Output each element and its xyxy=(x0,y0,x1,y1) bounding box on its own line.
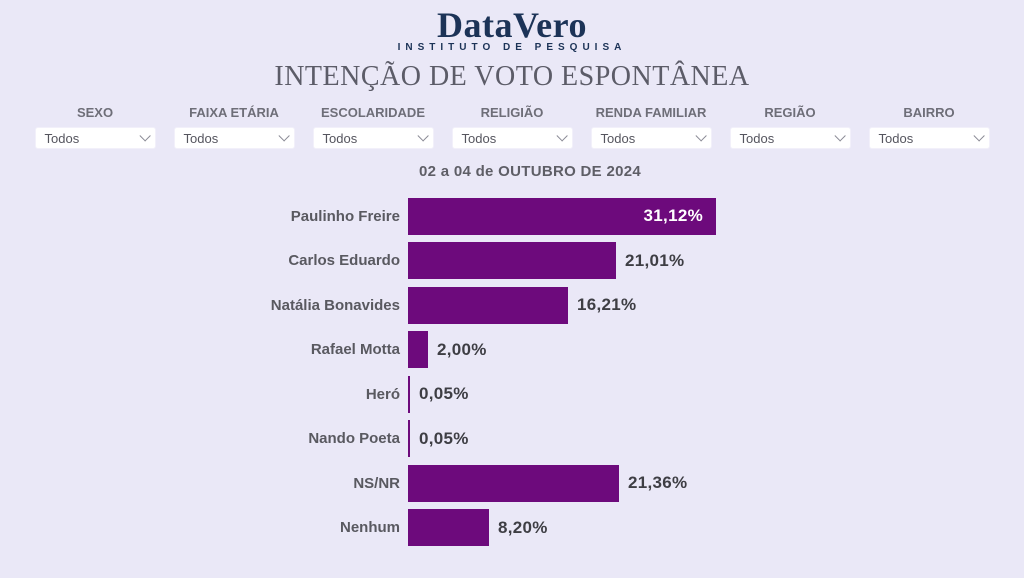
filter-column-religião: RELIGIÃO Todos xyxy=(451,105,573,149)
logo-datavero: DataVero xyxy=(437,5,587,45)
chart-row: Natália Bonavides 16,21% xyxy=(238,283,978,328)
candidate-bar[interactable] xyxy=(408,242,616,280)
page-title: INTENÇÃO DE VOTO ESPONTÂNEA xyxy=(274,61,750,92)
chart-row: Carlos Eduardo 21,01% xyxy=(238,239,978,284)
candidate-label: Natália Bonavides xyxy=(270,296,400,314)
bar-track: 2,00% xyxy=(408,331,978,369)
candidate-label: Carlos Eduardo xyxy=(288,252,400,270)
filter-label: BAIRRO xyxy=(903,105,955,120)
chevron-down-icon xyxy=(972,130,985,142)
candidate-label: Heró xyxy=(365,385,400,403)
candidate-bar[interactable] xyxy=(408,420,410,458)
chart-row: Nenhum 8,20% xyxy=(238,506,978,551)
bar-track: 16,21% xyxy=(408,286,978,324)
bar-value-label: 2,00% xyxy=(437,339,487,359)
candidate-label: Rafael Motta xyxy=(310,341,400,359)
candidate-label: Nenhum xyxy=(340,519,400,537)
filter-dropdown[interactable]: Todos xyxy=(312,127,434,149)
candidate-bar[interactable] xyxy=(408,331,428,369)
chart-row: Rafael Motta 2,00% xyxy=(238,328,978,373)
filters-bar: SEXO Todos FAIXA ETÁRIA Todos ESCOLARIDA… xyxy=(0,105,1024,149)
chevron-down-icon xyxy=(833,130,846,142)
bar-track: 21,36% xyxy=(408,464,978,502)
filter-column-região: REGIÃO Todos xyxy=(729,105,851,149)
filter-column-bairro: BAIRRO Todos xyxy=(868,105,990,149)
bar-value-label: 8,20% xyxy=(498,517,548,537)
bar-track: 31,12% xyxy=(408,197,978,235)
filter-column-sexo: SEXO Todos xyxy=(34,105,156,149)
candidate-bar[interactable] xyxy=(408,464,619,502)
bar-value-label: 0,05% xyxy=(419,428,469,448)
candidate-label: Nando Poeta xyxy=(308,430,400,448)
survey-period: 02 a 04 de OUTUBRO DE 2024 xyxy=(418,163,642,180)
filter-label: ESCOLARIDADE xyxy=(320,105,425,120)
filter-column-faixa-etária: FAIXA ETÁRIA Todos xyxy=(173,105,295,149)
filter-dropdown[interactable]: Todos xyxy=(451,127,573,149)
chart-row: NS/NR 21,36% xyxy=(238,461,978,506)
candidate-bar[interactable] xyxy=(408,286,568,324)
filter-selected-value: Todos xyxy=(739,130,775,146)
chart-row: Nando Poeta 0,05% xyxy=(238,417,978,462)
chevron-down-icon xyxy=(416,130,429,142)
filter-dropdown[interactable]: Todos xyxy=(590,127,712,149)
bar-value-label: 16,21% xyxy=(577,295,637,315)
candidate-label: Paulinho Freire xyxy=(290,207,400,225)
filter-label: RELIGIÃO xyxy=(480,105,544,120)
filter-column-escolaridade: ESCOLARIDADE Todos xyxy=(312,105,434,149)
logo-subtitle: INSTITUTO DE PESQUISA xyxy=(397,42,627,53)
chevron-down-icon xyxy=(694,130,707,142)
candidate-label: NS/NR xyxy=(353,474,400,492)
report-header: DataVero INSTITUTO DE PESQUISA INTENÇÃO … xyxy=(0,0,1024,93)
filter-label: REGIÃO xyxy=(764,105,816,120)
bar-value-label: 31,12% xyxy=(643,206,703,226)
bar-value-label: 21,01% xyxy=(625,250,685,270)
filter-label: FAIXA ETÁRIA xyxy=(189,105,279,120)
filter-dropdown[interactable]: Todos xyxy=(729,127,851,149)
filter-dropdown[interactable]: Todos xyxy=(868,127,990,149)
candidate-bar[interactable]: 31,12% xyxy=(408,197,716,235)
bar-track: 21,01% xyxy=(408,242,978,280)
filter-label: SEXO xyxy=(76,105,114,120)
chevron-down-icon xyxy=(277,130,290,142)
filter-selected-value: Todos xyxy=(322,130,358,146)
filter-dropdown[interactable]: Todos xyxy=(34,127,156,149)
chevron-down-icon xyxy=(138,130,151,142)
bar-track: 8,20% xyxy=(408,509,978,547)
filter-selected-value: Todos xyxy=(461,130,497,146)
filter-selected-value: Todos xyxy=(600,130,636,146)
filter-selected-value: Todos xyxy=(183,130,219,146)
chart-row: Paulinho Freire 31,12% xyxy=(238,194,978,239)
bar-track: 0,05% xyxy=(408,375,978,413)
candidate-bar[interactable] xyxy=(408,509,489,547)
filter-dropdown[interactable]: Todos xyxy=(173,127,295,149)
filter-selected-value: Todos xyxy=(878,130,914,146)
bar-value-label: 0,05% xyxy=(419,384,469,404)
filter-selected-value: Todos xyxy=(44,130,80,146)
chart-row: Heró 0,05% xyxy=(238,372,978,417)
candidate-bar[interactable] xyxy=(408,375,410,413)
vote-intention-bar-chart: Paulinho Freire 31,12% Carlos Eduardo 21… xyxy=(238,194,978,550)
chevron-down-icon xyxy=(555,130,568,142)
filter-column-renda-familiar: RENDA FAMILIAR Todos xyxy=(590,105,712,149)
filter-label: RENDA FAMILIAR xyxy=(595,105,707,120)
bar-track: 0,05% xyxy=(408,420,978,458)
bar-value-label: 21,36% xyxy=(628,473,688,493)
